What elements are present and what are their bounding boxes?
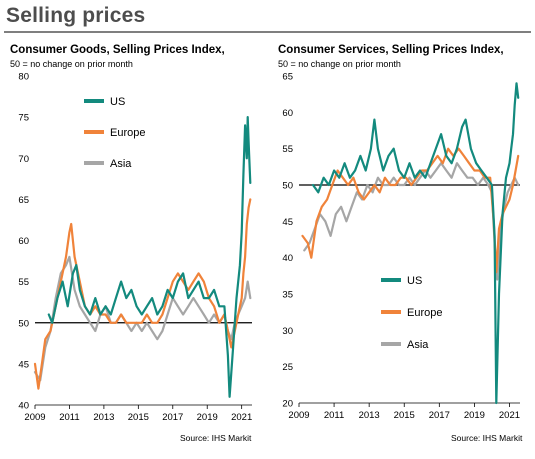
services-y-tick-label: 65 xyxy=(282,72,293,83)
services-series-line-asia xyxy=(303,162,520,281)
services-chart-title: Consumer Services, Selling Prices Index, xyxy=(278,44,504,56)
services-x-tick-label: 2009 xyxy=(288,410,309,421)
goods-x-tick-label: 2019 xyxy=(197,412,218,423)
goods-y-tick-label: 65 xyxy=(18,195,29,206)
services-chart: 20 25 30 35 40 45 50 55 60 65 2009 2011 2013 2015 2017… xyxy=(282,72,520,422)
goods-x-tick-label: 2009 xyxy=(24,412,45,423)
services-y-tick-label: 20 xyxy=(282,399,293,410)
services-legend-label-us: US xyxy=(407,275,422,287)
services-x-tick-label: 2019 xyxy=(464,410,485,421)
services-y-tick-label: 50 xyxy=(282,181,293,192)
services-y-tick-label: 45 xyxy=(282,217,293,228)
services-x-tick-label: 2017 xyxy=(429,410,450,421)
services-y-tick-label: 40 xyxy=(282,253,293,264)
goods-legend-label-asia: Asia xyxy=(110,158,132,170)
services-x-tick-label: 2021 xyxy=(499,410,520,421)
goods-y-tick-label: 80 xyxy=(18,72,29,83)
services-x-tick-label: 2011 xyxy=(324,410,344,421)
goods-y-tick-label: 60 xyxy=(18,236,29,247)
goods-chart: 40 45 50 55 60 65 70 75 80 2009 2011 2013 2015 2017 20… xyxy=(18,72,252,424)
goods-legend-label-us: US xyxy=(110,96,125,108)
goods-y-tick-label: 50 xyxy=(18,318,29,329)
page-title: Selling prices xyxy=(6,4,146,27)
services-legend-label-europe: Europe xyxy=(407,307,442,319)
services-legend-label-asia: Asia xyxy=(407,339,429,351)
services-chart-source: Source: IHS Markit xyxy=(451,433,523,443)
goods-chart-subtitle: 50 = no change on prior month xyxy=(10,59,133,69)
services-x-tick-label: 2013 xyxy=(359,410,380,421)
services-x-tick-label: 2015 xyxy=(394,410,415,421)
goods-x-tick-label: 2015 xyxy=(128,412,149,423)
goods-x-tick-label: 2021 xyxy=(231,412,252,423)
services-y-tick-label: 25 xyxy=(282,362,293,373)
goods-x-tick-label: 2013 xyxy=(93,412,114,423)
services-series-line-us xyxy=(311,82,520,405)
goods-series-line-us xyxy=(47,115,252,398)
goods-y-tick-label: 70 xyxy=(18,154,29,165)
goods-legend-label-europe: Europe xyxy=(110,127,145,139)
services-y-tick-label: 35 xyxy=(282,290,293,301)
goods-chart-source: Source: IHS Markit xyxy=(180,433,252,443)
goods-y-tick-label: 45 xyxy=(18,359,29,370)
services-y-tick-label: 55 xyxy=(282,144,293,155)
goods-x-tick-label: 2011 xyxy=(59,412,79,423)
goods-y-tick-label: 75 xyxy=(18,113,29,124)
title-divider xyxy=(4,31,531,33)
services-y-tick-label: 60 xyxy=(282,108,293,119)
goods-y-tick-label: 40 xyxy=(18,401,29,412)
goods-chart-title: Consumer Goods, Selling Prices Index, xyxy=(10,44,225,56)
services-chart-subtitle: 50 = no change on prior month xyxy=(278,59,401,69)
goods-x-tick-label: 2017 xyxy=(162,412,183,423)
services-y-tick-label: 30 xyxy=(282,326,293,337)
goods-series-line-europe xyxy=(33,198,252,390)
goods-y-tick-label: 55 xyxy=(18,277,29,288)
